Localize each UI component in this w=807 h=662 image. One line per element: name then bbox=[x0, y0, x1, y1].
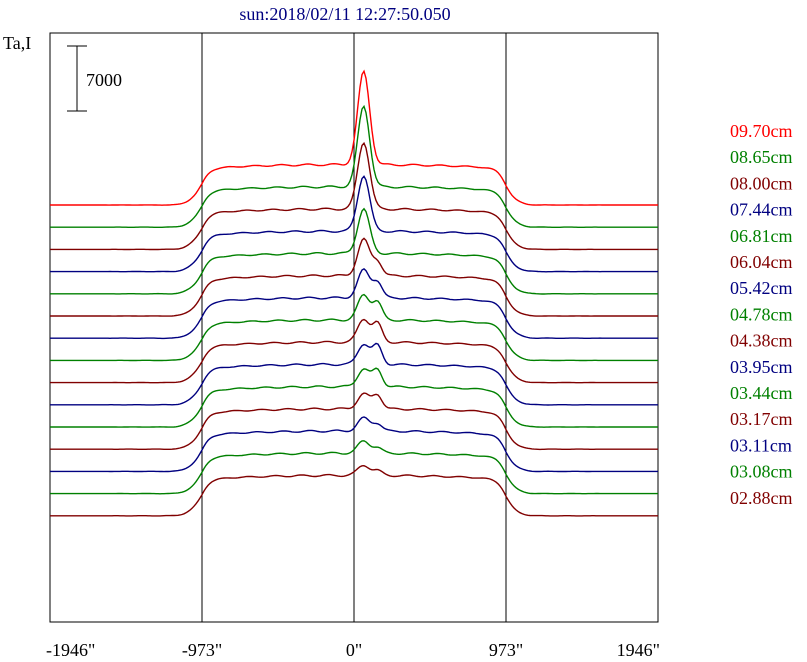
legend-entry: 09.70cm bbox=[730, 121, 793, 141]
series-line-03.44cm bbox=[50, 367, 658, 428]
legend-entry: 02.88cm bbox=[730, 488, 793, 508]
chart-title: sun:2018/02/11 12:27:50.050 bbox=[239, 4, 450, 24]
series-line-06.04cm bbox=[50, 237, 658, 317]
series-line-02.88cm bbox=[50, 464, 658, 517]
legend: 09.70cm 08.65cm 08.00cm 07.44cm 06.81cm 06.04… bbox=[730, 121, 793, 508]
series-line-03.17cm bbox=[50, 392, 658, 451]
x-tick-label: 1946" bbox=[617, 640, 660, 660]
series-line-06.81cm bbox=[50, 207, 658, 295]
x-tick-label: 0" bbox=[346, 640, 362, 660]
legend-entry: 08.65cm bbox=[730, 147, 793, 167]
y-axis-label: Ta,I bbox=[3, 33, 31, 53]
scale-bar-label: 7000 bbox=[86, 70, 122, 90]
series-line-07.44cm bbox=[50, 175, 658, 273]
legend-entry: 03.11cm bbox=[730, 435, 792, 455]
scale-bar: 7000 bbox=[67, 45, 122, 112]
x-tick-labels: -1946" -973" 0" 973" 1946" bbox=[46, 640, 660, 660]
legend-entry: 08.00cm bbox=[730, 173, 793, 193]
vertical-markers bbox=[201, 33, 507, 622]
legend-entry: 06.04cm bbox=[730, 252, 793, 272]
series-line-08.65cm bbox=[50, 104, 658, 228]
x-tick-label: 973" bbox=[489, 640, 523, 660]
series-line-03.11cm bbox=[50, 416, 658, 473]
legend-entry: 03.08cm bbox=[730, 462, 793, 482]
legend-entry: 06.81cm bbox=[730, 226, 793, 246]
legend-entry: 04.38cm bbox=[730, 331, 793, 351]
legend-entry: 07.44cm bbox=[730, 200, 793, 220]
series-line-09.70cm bbox=[50, 69, 658, 206]
series-line-08.00cm bbox=[50, 141, 658, 251]
series-curves bbox=[50, 69, 658, 517]
legend-entry: 03.95cm bbox=[730, 357, 793, 377]
series-line-03.08cm bbox=[50, 440, 658, 495]
legend-entry: 05.42cm bbox=[730, 278, 793, 298]
series-line-04.78cm bbox=[50, 293, 658, 362]
legend-entry: 04.78cm bbox=[730, 304, 793, 324]
series-line-03.95cm bbox=[50, 342, 658, 406]
x-tick-label: -1946" bbox=[46, 640, 95, 660]
legend-entry: 03.44cm bbox=[730, 383, 793, 403]
series-line-04.38cm bbox=[50, 318, 658, 384]
series-line-05.42cm bbox=[50, 268, 658, 340]
x-tick-label: -973" bbox=[182, 640, 222, 660]
legend-entry: 03.17cm bbox=[730, 409, 793, 429]
